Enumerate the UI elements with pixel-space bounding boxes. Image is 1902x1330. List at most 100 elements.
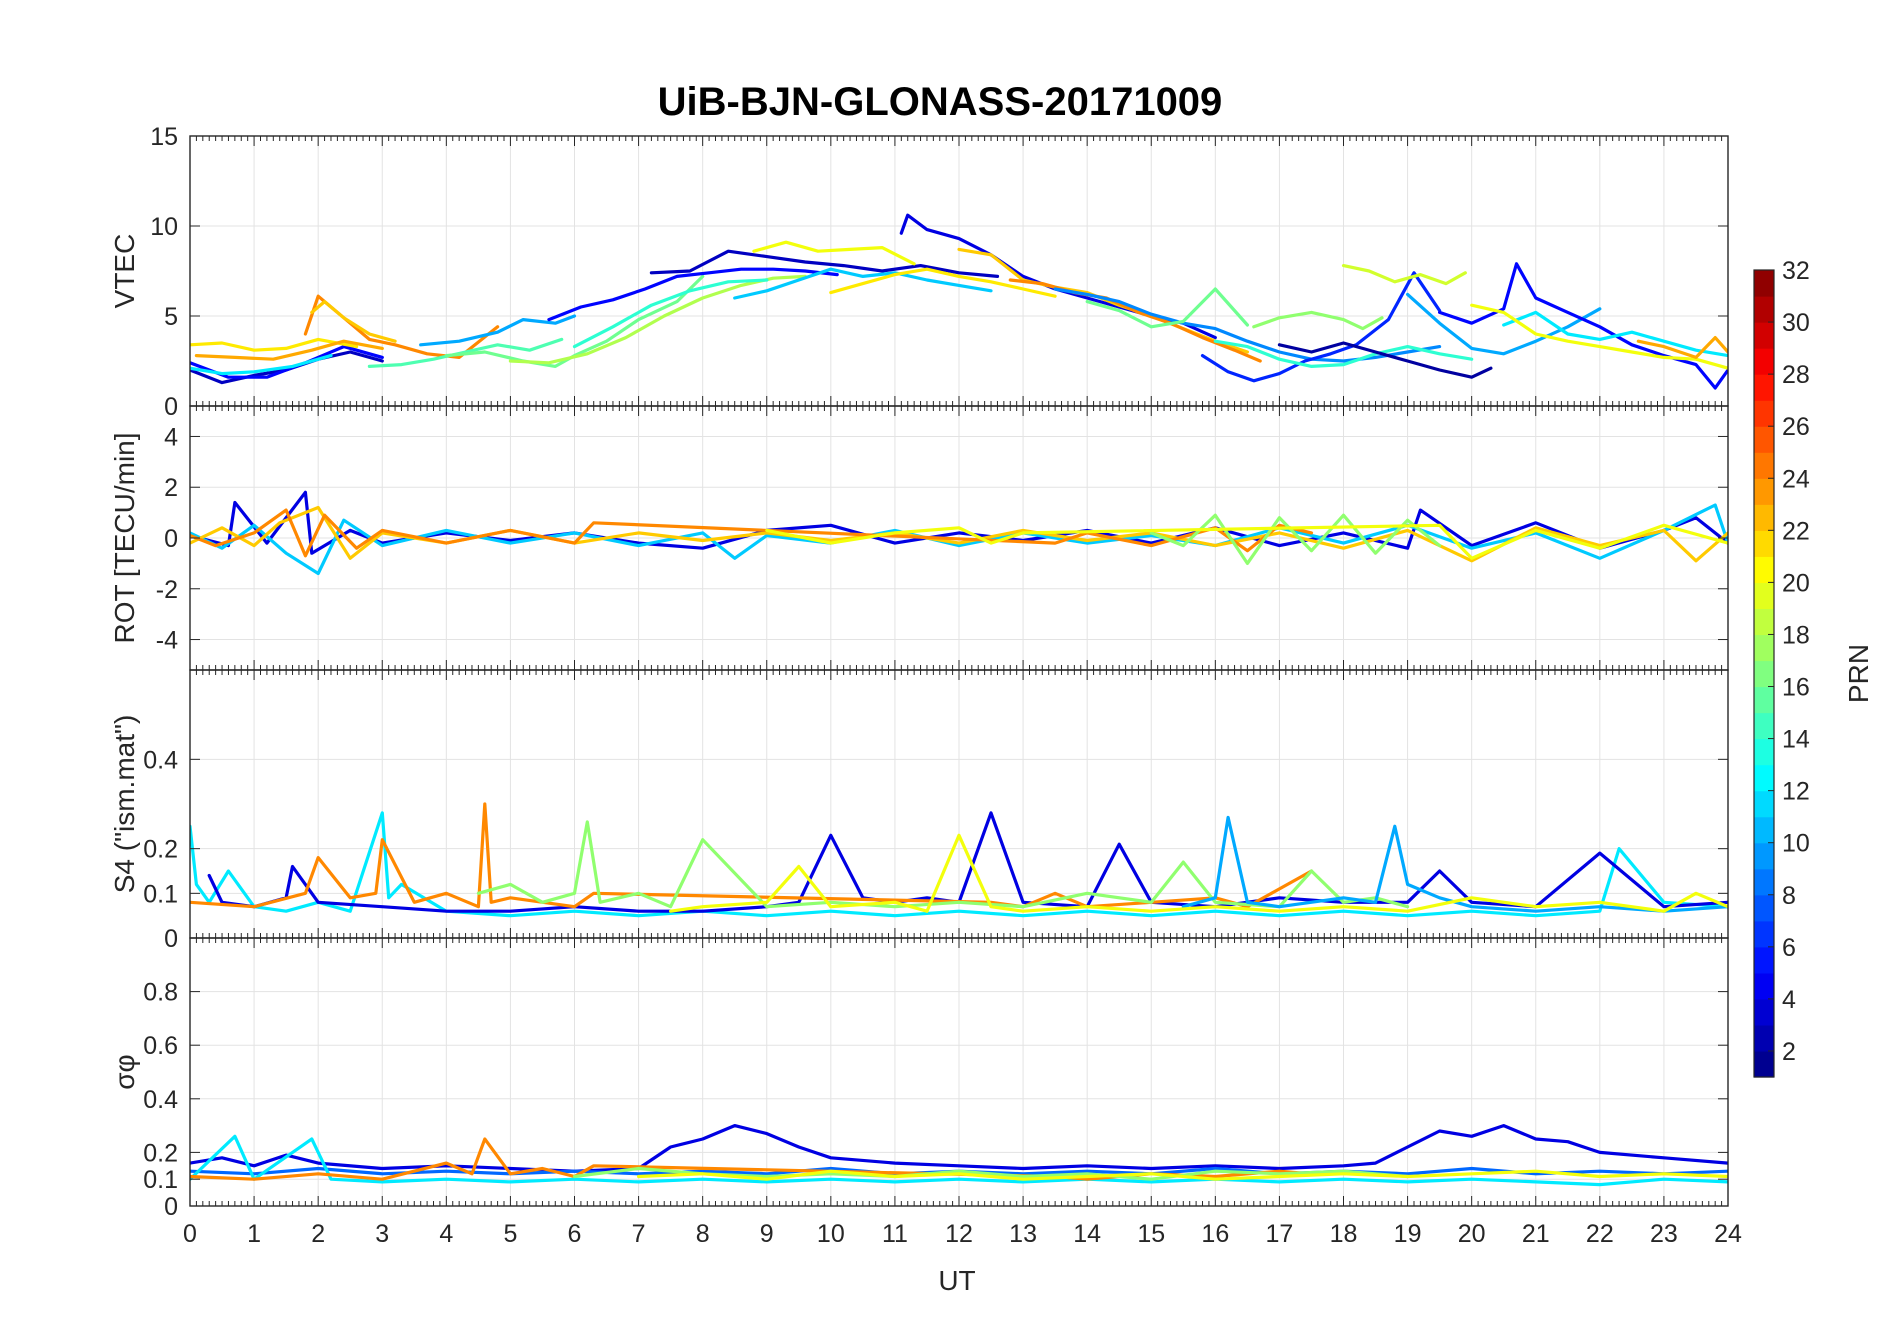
colorbar-segment (1754, 816, 1774, 844)
series-line-prn-16 (1085, 287, 1250, 329)
series-line-prn-11 (733, 267, 993, 300)
colorbar-segment (1754, 790, 1774, 818)
colorbar-tick-label: 2 (1782, 1038, 1796, 1066)
x-tick-label: 19 (1394, 1220, 1422, 1248)
series-line-prn-12 (190, 1134, 1728, 1187)
colorbar-segment (1754, 582, 1774, 610)
y-tick-label: 15 (150, 123, 178, 151)
series-line-prn-3 (649, 249, 1000, 278)
colorbar-segment (1754, 478, 1774, 505)
series-line-prn-23 (194, 339, 384, 361)
y-tick-label: 0.1 (143, 880, 178, 908)
colorbar-segment (1754, 426, 1774, 453)
colorbar-tick-label: 4 (1782, 986, 1796, 1014)
colorbar-frame (1753, 269, 1775, 1078)
panel-sigma_phi: 00.10.2 0.4 0.6 0.8 σφ (109, 937, 1729, 1221)
colorbar-tick-label: 32 (1782, 257, 1810, 285)
y-tick-label: 0.4 (143, 1086, 178, 1114)
y-tick-label: 0.6 (143, 1032, 178, 1060)
colorbar-segment (1754, 296, 1774, 323)
series-line-prn-15 (367, 337, 564, 368)
x-tick-label: 7 (632, 1220, 646, 1248)
series-line-prn-14 (572, 278, 769, 349)
panel-rot: -4 -2 0 2 4 ROT [TECU/min] (109, 405, 1729, 671)
y-tick-label: 0.4 (143, 746, 178, 774)
y-tick-label: 10 (150, 213, 178, 241)
series-line-prn-9 (1053, 287, 1442, 363)
series-line-prn-10 (1181, 815, 1728, 913)
panel-vtec: 0 5 10 15 VTEC (109, 123, 1729, 421)
x-tick-label: 4 (439, 1220, 453, 1248)
traces-rot (190, 490, 1728, 576)
series-line-prn-20 (668, 833, 1728, 913)
series-line-prn-20 (1470, 303, 1728, 370)
series-line-prn-12 (190, 811, 1728, 918)
colorbar-tick-label: 16 (1782, 674, 1810, 702)
colorbar-segment (1754, 842, 1774, 870)
x-tick-label: 21 (1522, 1220, 1550, 1248)
y-axis-label-vtec: VTEC (109, 234, 140, 309)
series-line-prn-20 (752, 240, 916, 266)
x-tick-label: 13 (1009, 1220, 1037, 1248)
series-line-prn-10 (1405, 292, 1602, 356)
colorbar-segment (1754, 504, 1774, 531)
colorbar-label: PRN (1843, 644, 1874, 703)
colorbar-segment (1754, 998, 1774, 1026)
colorbar-tick-label: 22 (1782, 517, 1810, 545)
x-tick-label: 20 (1458, 1220, 1486, 1248)
colorbar-segment (1754, 764, 1774, 792)
colorbar-tick-label: 26 (1782, 413, 1810, 441)
x-tick-label: 1 (247, 1220, 261, 1248)
y-tick-label: 0.2 (143, 836, 178, 864)
y-tick-label: 0 (164, 525, 178, 553)
traces-s4 (190, 802, 1728, 918)
series-line-prn-17 (1252, 310, 1384, 331)
colorbar-segment (1754, 348, 1774, 375)
colorbar-segment (1754, 556, 1774, 583)
colorbar-segment (1754, 400, 1774, 427)
y-tick-label: 4 (164, 423, 178, 451)
colorbar-tick-label: 24 (1782, 465, 1810, 493)
x-tick-label: 22 (1586, 1220, 1614, 1248)
series-line-prn-10 (419, 314, 577, 347)
colorbar-segment (1754, 374, 1774, 401)
series-line-prn-14 (1213, 339, 1474, 368)
colorbar-tick-label: 20 (1782, 569, 1810, 597)
series-line-prn-21 (190, 337, 359, 352)
x-tick-label: 5 (503, 1220, 517, 1248)
series-line-prn-4 (190, 1123, 1728, 1173)
colorbar-segment (1754, 660, 1774, 688)
series-line-prn-19 (1341, 264, 1467, 286)
series-line-prn-21 (829, 267, 1057, 298)
colorbar-segment (1754, 634, 1774, 662)
y-axis-label-s4: S4 ("ism.mat") (109, 715, 140, 894)
chart-title: UiB-BJN-GLONASS-20171009 (658, 80, 1223, 124)
traces-vtec (190, 213, 1728, 390)
colorbar-tick-label: 14 (1782, 726, 1810, 754)
colorbar-segment (1754, 1024, 1774, 1052)
colorbar-segment (1754, 868, 1774, 896)
colorbar-tick-label: 12 (1782, 778, 1810, 806)
series-line-prn-20 (636, 1169, 1728, 1181)
x-tick-labels: 0 1 2 3 4 5 6 7 8 9 10 11 12 13 14 15 16 17 18 19 20 21 22 23 24 (183, 1220, 1742, 1248)
series-line-prn-22 (310, 300, 397, 343)
series-line-prn-23 (1636, 336, 1728, 359)
x-tick-label: 3 (375, 1220, 389, 1248)
x-tick-label: 17 (1266, 1220, 1294, 1248)
x-tick-label: 14 (1073, 1220, 1101, 1248)
colorbar-tick-label: 18 (1782, 621, 1810, 649)
traces-sigma_phi (190, 1123, 1728, 1187)
colorbar-segment (1754, 1050, 1774, 1078)
x-tick-label: 15 (1137, 1220, 1165, 1248)
series-line-prn-2 (1277, 341, 1493, 379)
y-tick-label: 0 (164, 393, 178, 421)
y-tick-label: 0.8 (143, 979, 178, 1007)
colorbar-segment (1754, 972, 1774, 1000)
x-tick-label: 0 (183, 1220, 197, 1248)
colorbar-segment (1754, 270, 1774, 297)
x-tick-label: 2 (311, 1220, 325, 1248)
x-tick-label: 6 (568, 1220, 582, 1248)
series-line-prn-17 (476, 820, 1410, 909)
